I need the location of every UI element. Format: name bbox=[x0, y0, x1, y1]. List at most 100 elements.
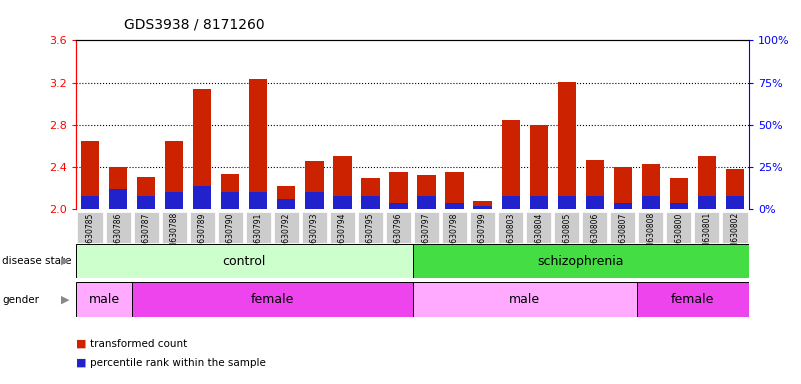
FancyBboxPatch shape bbox=[190, 212, 215, 243]
Bar bbox=[389, 172, 408, 209]
FancyBboxPatch shape bbox=[106, 212, 131, 243]
Text: GSM630802: GSM630802 bbox=[731, 212, 739, 258]
Bar bbox=[698, 196, 716, 209]
FancyBboxPatch shape bbox=[358, 212, 383, 243]
Text: GSM630792: GSM630792 bbox=[282, 212, 291, 258]
Bar bbox=[221, 192, 239, 209]
FancyBboxPatch shape bbox=[330, 212, 355, 243]
Text: schizophrenia: schizophrenia bbox=[537, 255, 624, 268]
FancyBboxPatch shape bbox=[638, 212, 663, 243]
Bar bbox=[277, 186, 296, 209]
Bar bbox=[389, 202, 408, 209]
Text: female: female bbox=[251, 293, 294, 306]
Bar bbox=[586, 196, 604, 209]
FancyBboxPatch shape bbox=[274, 212, 299, 243]
Text: GSM630801: GSM630801 bbox=[702, 212, 711, 258]
FancyBboxPatch shape bbox=[526, 212, 551, 243]
Text: GSM630791: GSM630791 bbox=[254, 212, 263, 258]
FancyBboxPatch shape bbox=[246, 212, 271, 243]
Text: GSM630788: GSM630788 bbox=[170, 212, 179, 258]
Text: GSM630790: GSM630790 bbox=[226, 212, 235, 259]
Text: female: female bbox=[671, 293, 714, 306]
Bar bbox=[614, 202, 632, 209]
Bar bbox=[637, 282, 749, 317]
Bar bbox=[193, 185, 211, 209]
Bar bbox=[333, 157, 352, 209]
FancyBboxPatch shape bbox=[498, 212, 523, 243]
Bar bbox=[417, 196, 436, 209]
Bar bbox=[529, 196, 548, 209]
Bar bbox=[670, 178, 688, 209]
Bar bbox=[473, 206, 492, 209]
Bar bbox=[76, 244, 413, 278]
Text: GSM630799: GSM630799 bbox=[478, 212, 487, 259]
Text: male: male bbox=[509, 293, 540, 306]
Bar bbox=[221, 174, 239, 209]
Text: GSM630806: GSM630806 bbox=[590, 212, 599, 258]
Text: GSM630793: GSM630793 bbox=[310, 212, 319, 259]
Bar bbox=[670, 202, 688, 209]
Bar bbox=[361, 178, 380, 209]
Text: GSM630787: GSM630787 bbox=[142, 212, 151, 258]
Text: GSM630786: GSM630786 bbox=[114, 212, 123, 258]
Bar bbox=[165, 192, 183, 209]
Bar bbox=[557, 81, 576, 209]
Bar bbox=[81, 196, 99, 209]
FancyBboxPatch shape bbox=[723, 212, 747, 243]
Bar bbox=[305, 192, 324, 209]
Bar bbox=[193, 89, 211, 209]
Text: GSM630804: GSM630804 bbox=[534, 212, 543, 258]
Text: GSM630807: GSM630807 bbox=[618, 212, 627, 258]
FancyBboxPatch shape bbox=[134, 212, 159, 243]
Bar bbox=[333, 196, 352, 209]
Bar bbox=[586, 160, 604, 209]
Text: GSM630789: GSM630789 bbox=[198, 212, 207, 258]
Bar bbox=[165, 141, 183, 209]
Bar bbox=[726, 196, 744, 209]
Text: GSM630805: GSM630805 bbox=[562, 212, 571, 258]
Text: male: male bbox=[89, 293, 119, 306]
Bar bbox=[109, 167, 127, 209]
Bar bbox=[413, 244, 749, 278]
FancyBboxPatch shape bbox=[414, 212, 439, 243]
FancyBboxPatch shape bbox=[694, 212, 719, 243]
FancyBboxPatch shape bbox=[302, 212, 327, 243]
FancyBboxPatch shape bbox=[78, 212, 103, 243]
Bar bbox=[557, 196, 576, 209]
FancyBboxPatch shape bbox=[610, 212, 635, 243]
Bar bbox=[445, 202, 464, 209]
Text: ▶: ▶ bbox=[61, 256, 70, 266]
Bar bbox=[445, 172, 464, 209]
FancyBboxPatch shape bbox=[554, 212, 579, 243]
Text: gender: gender bbox=[2, 295, 39, 305]
Bar bbox=[642, 196, 660, 209]
Bar bbox=[249, 79, 268, 209]
Text: GSM630808: GSM630808 bbox=[646, 212, 655, 258]
Bar bbox=[698, 157, 716, 209]
Text: GSM630800: GSM630800 bbox=[674, 212, 683, 258]
Bar bbox=[361, 196, 380, 209]
Bar bbox=[305, 161, 324, 209]
Bar bbox=[81, 141, 99, 209]
Text: ■: ■ bbox=[76, 339, 87, 349]
Bar bbox=[501, 196, 520, 209]
Bar bbox=[249, 192, 268, 209]
Text: disease state: disease state bbox=[2, 256, 72, 266]
Text: GSM630797: GSM630797 bbox=[422, 212, 431, 259]
Bar bbox=[137, 196, 155, 209]
Bar bbox=[501, 119, 520, 209]
FancyBboxPatch shape bbox=[386, 212, 411, 243]
Bar bbox=[529, 125, 548, 209]
Bar bbox=[726, 169, 744, 209]
Text: control: control bbox=[223, 255, 266, 268]
Text: GSM630803: GSM630803 bbox=[506, 212, 515, 258]
Text: GSM630785: GSM630785 bbox=[86, 212, 95, 258]
Bar bbox=[417, 175, 436, 209]
FancyBboxPatch shape bbox=[442, 212, 467, 243]
Text: GSM630795: GSM630795 bbox=[366, 212, 375, 259]
Bar bbox=[413, 282, 637, 317]
Bar bbox=[132, 282, 413, 317]
Bar bbox=[76, 282, 132, 317]
Text: GDS3938 / 8171260: GDS3938 / 8171260 bbox=[124, 17, 265, 31]
Text: GSM630796: GSM630796 bbox=[394, 212, 403, 259]
